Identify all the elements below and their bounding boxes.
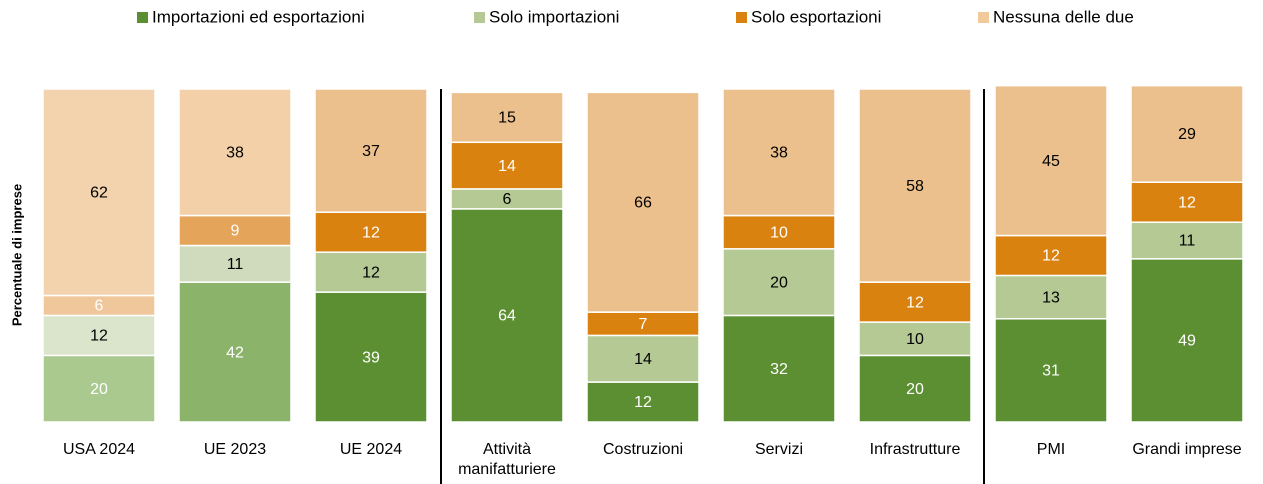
legend-swatch [978, 12, 989, 23]
data-label: 20 [906, 381, 924, 398]
data-label: 6 [95, 298, 104, 315]
data-label: 15 [498, 110, 516, 127]
bar-segment [314, 211, 428, 253]
bar-segment [858, 354, 972, 423]
bar-segment [450, 141, 564, 190]
bar-segment [722, 248, 836, 317]
data-label: 29 [1178, 126, 1196, 143]
data-label: 12 [362, 224, 380, 241]
data-label: 37 [362, 143, 380, 160]
data-label: 20 [770, 274, 788, 291]
bar-segment [858, 88, 972, 283]
bar-segment [1130, 181, 1244, 223]
legend-label: Nessuna delle due [993, 7, 1134, 26]
bar-segment [314, 251, 428, 293]
data-label: 12 [634, 394, 652, 411]
data-label: 12 [1178, 194, 1196, 211]
data-label: 12 [90, 328, 108, 345]
data-label: 45 [1042, 153, 1060, 170]
data-label: 38 [770, 144, 788, 161]
legend-swatch [137, 12, 148, 23]
data-label: 6 [503, 191, 512, 208]
legend-swatch [474, 12, 485, 23]
bar-segment [722, 88, 836, 217]
bar-segment [450, 208, 564, 423]
data-label: 64 [498, 308, 516, 325]
data-label: 42 [226, 344, 244, 361]
data-label: 31 [1042, 363, 1060, 380]
data-label: 12 [1042, 248, 1060, 265]
x-tick-label: UE 2024 [339, 441, 403, 458]
legend-label: Solo importazioni [489, 7, 619, 26]
x-tick-label: PMI [1036, 441, 1066, 458]
bar-segment [722, 314, 836, 423]
data-label: 62 [90, 184, 108, 201]
bar-segment [450, 91, 564, 144]
bar-segment [42, 88, 156, 297]
bar-segment [314, 291, 428, 423]
x-tick-label: Grandi imprese [1132, 441, 1242, 458]
bar-segment [1130, 221, 1244, 260]
bar-segment [858, 321, 972, 357]
x-tick-label: Costruzioni [602, 441, 684, 458]
x-tick-label: Attività manifatturiere [458, 441, 556, 478]
bar-segment [178, 88, 292, 217]
data-label: 20 [90, 381, 108, 398]
bar-segment [42, 354, 156, 423]
bar-segment [722, 214, 836, 250]
data-label: 38 [226, 144, 244, 161]
data-label: 11 [227, 256, 244, 273]
data-label: 13 [1042, 289, 1060, 306]
bar-segment [994, 234, 1108, 277]
data-label: 14 [634, 351, 652, 368]
data-label: 10 [770, 224, 788, 241]
data-label: 7 [639, 316, 648, 333]
data-label: 32 [770, 361, 788, 378]
bar-segment [994, 274, 1108, 320]
data-label: 14 [498, 158, 516, 175]
bar-segment [1130, 258, 1244, 423]
legend-label: Importazioni ed esportazioni [152, 7, 365, 26]
bar-segment [1130, 84, 1244, 183]
x-tick-label: USA 2024 [62, 441, 136, 458]
data-label: 12 [906, 294, 924, 311]
data-label: 66 [634, 194, 652, 211]
x-tick-label: Servizi [754, 441, 803, 458]
data-label: 9 [231, 223, 240, 240]
data-label: 39 [362, 349, 380, 366]
bar-segment [314, 88, 428, 213]
data-label: 10 [906, 331, 924, 348]
data-label: 12 [362, 264, 380, 281]
bar-segment [586, 91, 700, 313]
y-axis-label: Percentuale di imprese [9, 184, 24, 326]
data-label: 58 [906, 178, 924, 195]
legend-label: Solo esportazioni [751, 7, 881, 26]
x-tick-label: Infrastrutture [869, 441, 961, 458]
data-label: 11 [1179, 233, 1196, 250]
bar-segment [994, 84, 1108, 237]
data-label: 49 [1178, 333, 1196, 350]
legend-swatch [736, 12, 747, 23]
x-tick-label: UE 2023 [203, 441, 267, 458]
